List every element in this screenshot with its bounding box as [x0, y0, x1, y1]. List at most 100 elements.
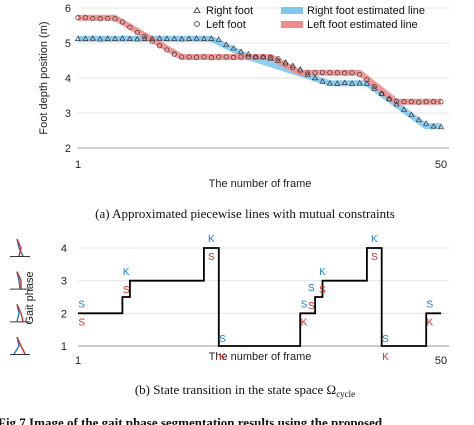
left-foot-point — [327, 70, 333, 76]
figure-footer-text: Fig.7 Image of the gait phase segmentati… — [0, 415, 383, 425]
right-foot-point — [319, 78, 326, 84]
left-foot-point — [401, 99, 407, 105]
left-foot-point — [186, 54, 192, 60]
state-letter: K — [382, 352, 389, 363]
right-foot-point — [223, 41, 230, 47]
state-letter: S — [308, 283, 315, 294]
left-foot-point — [134, 29, 140, 36]
right-foot-point — [126, 35, 133, 41]
left-foot-point — [142, 34, 148, 40]
right-foot-point — [148, 35, 156, 41]
left-foot-point — [112, 16, 118, 22]
right-foot-point — [349, 80, 356, 86]
a-y-axis-label: Foot depth position (m) — [38, 21, 50, 134]
left-foot-point — [416, 99, 422, 105]
right-foot-point — [408, 111, 415, 117]
a-x-axis-label: The number of frame — [209, 178, 312, 190]
leg-red-stroke — [16, 271, 22, 289]
right-foot-point — [363, 80, 371, 86]
right-foot-point — [186, 35, 193, 41]
leg-pose-icon — [10, 336, 30, 355]
caption-b-subscript: cycle — [336, 389, 355, 399]
left-foot-point — [282, 61, 288, 67]
left-foot-point — [431, 99, 437, 105]
left-foot-point — [371, 84, 377, 90]
legend-label-left-foot-estimated: Left foot estimated line — [307, 19, 418, 31]
right-foot-point — [341, 79, 348, 86]
a-estimated-lines — [78, 14, 441, 130]
right-foot-point — [163, 35, 170, 41]
right-foot-point — [430, 122, 437, 129]
b-y-tick-label: 1 — [61, 341, 67, 353]
left-foot-point — [408, 99, 414, 105]
a-legend: Right foot Left foot Right foot estimate… — [193, 5, 425, 31]
left-foot-point — [423, 99, 429, 105]
right-foot-point — [378, 90, 385, 96]
right-foot-point — [230, 44, 237, 51]
state-letter: S — [301, 300, 308, 311]
right-foot-point — [400, 106, 408, 112]
left-foot-point — [349, 70, 355, 76]
right-foot-point — [215, 36, 222, 42]
leg-pose-icon — [10, 271, 30, 290]
left-foot-point — [90, 15, 96, 22]
left-foot-point — [260, 54, 266, 60]
left-foot-point — [193, 54, 200, 60]
left-foot-point — [201, 54, 207, 60]
state-transition-step-line — [78, 247, 441, 347]
a-x-tick-label: 50 — [435, 159, 447, 171]
leg-pose-icon — [10, 304, 30, 323]
state-letter: K — [319, 267, 326, 278]
b-y-tick-label: 3 — [61, 276, 67, 288]
right-foot-point — [171, 35, 178, 41]
a-y-tick-label: 4 — [65, 73, 71, 85]
right-foot-point — [260, 53, 267, 60]
right-foot-point — [334, 80, 341, 86]
left-foot-point — [75, 15, 81, 21]
state-letter: S — [371, 252, 378, 263]
a-y-tick-label: 6 — [65, 3, 71, 15]
right-foot-point — [437, 123, 445, 130]
left-foot-point — [164, 47, 170, 53]
right-foot-point — [104, 35, 111, 41]
left-foot-point — [319, 69, 326, 75]
right-foot-point — [326, 79, 333, 86]
right-foot-point — [82, 35, 89, 41]
left-foot-point — [334, 70, 340, 76]
b-y-tick-label: 2 — [61, 308, 67, 320]
left-foot-point — [356, 71, 363, 78]
left-foot-point — [238, 54, 244, 60]
leg-pose-icon — [10, 238, 30, 257]
legend-circle-marker — [194, 21, 200, 27]
left-foot-point — [82, 15, 88, 21]
right-foot-point — [119, 35, 126, 41]
a-y-tick-labels: 2 3 4 5 6 — [65, 3, 71, 155]
left-foot-point — [171, 51, 177, 57]
state-letter: S — [78, 300, 85, 311]
chart-b: 1 2 3 4 1 50 The number of frame Gait ph… — [10, 234, 449, 399]
left-foot-point — [208, 55, 214, 61]
left-foot-point — [119, 19, 125, 25]
a-y-tick-label: 2 — [65, 143, 71, 155]
right-foot-point — [193, 35, 200, 41]
right-foot-point — [200, 35, 208, 41]
left-foot-point — [312, 70, 318, 76]
caption-b-main: (b) State transition in the state space … — [135, 382, 336, 397]
state-letter: S — [382, 334, 389, 345]
left-foot-point — [245, 54, 251, 60]
state-letter: K — [219, 352, 226, 363]
a-x-tick-label: 1 — [75, 159, 81, 171]
state-letter: S — [123, 285, 130, 296]
b-x-axis-label: The number of frame — [209, 351, 312, 363]
right-foot-point — [89, 35, 96, 41]
right-foot-point — [252, 53, 259, 60]
left-foot-point — [253, 54, 259, 60]
right-foot-point — [304, 71, 311, 77]
right-foot-point — [267, 55, 274, 61]
b-x-tick-label: 1 — [75, 355, 81, 367]
caption-b: (b) State transition in the state space … — [135, 382, 355, 399]
gait-phase-icons — [10, 238, 30, 355]
left-foot-point — [379, 91, 385, 97]
